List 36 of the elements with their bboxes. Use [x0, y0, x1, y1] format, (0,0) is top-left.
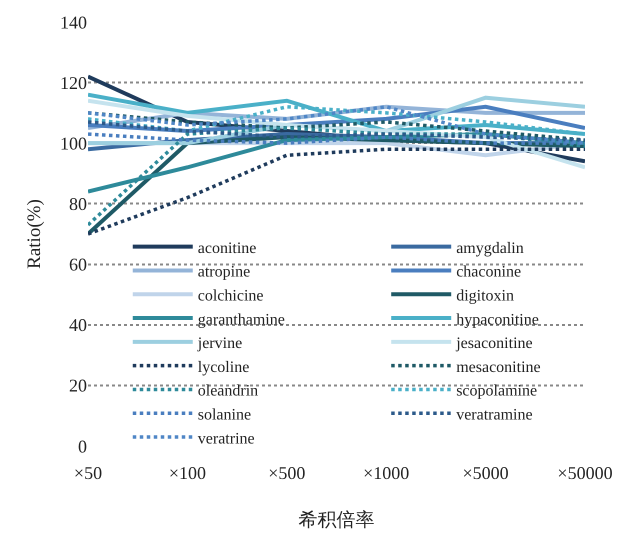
legend-label: hypaconitine — [456, 311, 539, 328]
legend-label: jervine — [196, 335, 242, 352]
line-series — [88, 105, 585, 145]
x-tick-label: ×5000 — [462, 463, 509, 483]
legend-label: mesaconitine — [456, 358, 541, 376]
legend-label: lycoline — [198, 358, 250, 376]
y-tick-label: 120 — [60, 72, 87, 93]
x-tick-label: ×50 — [74, 463, 102, 483]
legend-label: scopolamine — [456, 382, 538, 400]
legend-label: digitoxin — [456, 288, 514, 304]
legend-label: veratramine — [456, 406, 533, 424]
legend-label: garanthamine — [198, 311, 285, 328]
line-series — [88, 126, 585, 227]
x-tick-label: ×50000 — [557, 463, 613, 483]
x-tick-label: ×500 — [268, 463, 306, 483]
legend-label: aconitine — [198, 240, 256, 257]
line-series — [88, 120, 585, 142]
legend-label: jesaconitine — [455, 335, 533, 352]
legend-label: chaconine — [456, 264, 522, 281]
y-tick-label: 100 — [60, 133, 87, 154]
y-tick-label: 140 — [60, 12, 87, 32]
legend-label: solanine — [198, 406, 252, 424]
legend-label: colchicine — [198, 288, 264, 304]
y-tick-label: 0 — [78, 436, 87, 456]
legend-label: veratrine — [198, 430, 255, 448]
x-axis-title: 希积倍率 — [298, 508, 374, 531]
y-tick-label: 80 — [69, 194, 87, 214]
y-tick-label: 40 — [69, 315, 87, 336]
x-tick-label: ×1000 — [363, 463, 410, 483]
x-tick-label: ×100 — [168, 463, 206, 483]
legend-label: oleandrin — [198, 382, 258, 400]
y-axis-title: Ratio(%) — [24, 199, 45, 269]
y-tick-label: 60 — [69, 254, 87, 275]
legend-label: amygdalin — [456, 240, 524, 257]
legend-label: atropine — [198, 264, 250, 281]
y-tick-label: 20 — [69, 376, 87, 396]
